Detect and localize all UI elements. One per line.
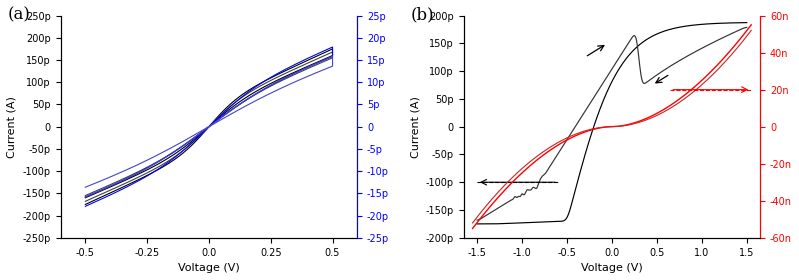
Y-axis label: Current (A): Current (A) xyxy=(410,96,420,158)
X-axis label: Voltage (V): Voltage (V) xyxy=(581,263,642,273)
Y-axis label: Current (A): Current (A) xyxy=(7,96,17,158)
Text: (a): (a) xyxy=(7,7,30,24)
X-axis label: Voltage (V): Voltage (V) xyxy=(178,263,240,273)
Text: (b): (b) xyxy=(410,7,434,24)
